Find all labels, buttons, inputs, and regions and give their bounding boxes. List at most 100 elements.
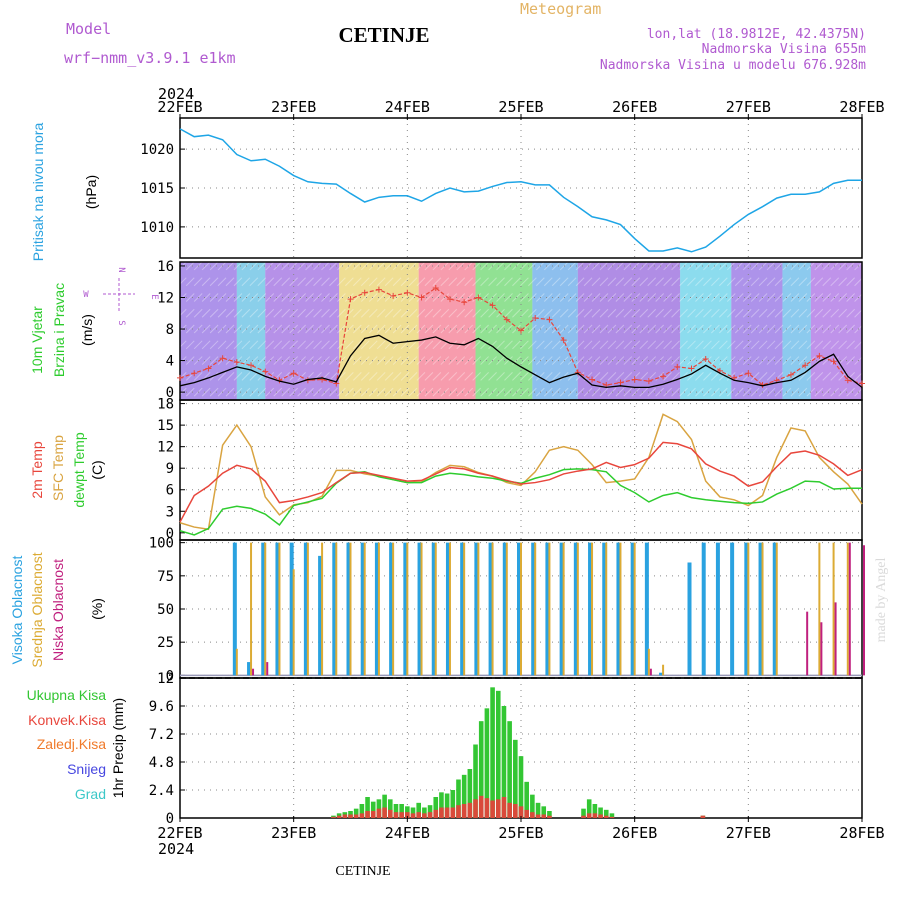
- wind-barb: [631, 387, 641, 397]
- wind-barb: [639, 340, 649, 350]
- wind-barb: [512, 277, 521, 287]
- wind-barb: [408, 356, 418, 365]
- wind-barb: [623, 340, 633, 350]
- precip-bar-total: [541, 806, 547, 818]
- station-title: CETINJE: [338, 23, 429, 47]
- wind-barb: [567, 277, 577, 287]
- precip-bar-convective: [359, 813, 365, 818]
- wind-barb: [185, 387, 195, 397]
- wind-barb: [830, 371, 840, 381]
- wind-barb: [249, 340, 259, 350]
- wind-barb: [257, 356, 267, 365]
- wind-barb: [504, 387, 513, 397]
- wind-barb: [679, 356, 688, 365]
- wind-barb: [822, 371, 832, 381]
- wind-barb: [631, 324, 641, 334]
- wind-barb: [281, 371, 291, 381]
- wind-barb: [575, 371, 585, 381]
- wind-ylabel2: Brzina i Pravac: [51, 283, 67, 377]
- wind-barb: [679, 261, 688, 271]
- wind-barb: [496, 387, 505, 397]
- wind-barb: [774, 340, 784, 350]
- wind-barb-band: [680, 262, 732, 400]
- wind-barb: [798, 387, 808, 397]
- wind-barb: [249, 387, 259, 397]
- wind-barb: [520, 371, 529, 381]
- y-tick-label: 18: [157, 397, 174, 413]
- wind-barb: [384, 356, 394, 365]
- wind-barb: [408, 324, 418, 334]
- wind-barb: [408, 371, 418, 381]
- wind-barb: [671, 277, 680, 287]
- wind-barb: [360, 356, 370, 365]
- wind-barb: [814, 277, 824, 287]
- wind-barb: [599, 387, 609, 397]
- wind-barb: [551, 340, 561, 350]
- wind-barb: [615, 356, 625, 365]
- precip-bar-convective: [524, 809, 529, 818]
- wind-barb: [281, 356, 291, 365]
- temp-line-sfc: [179, 413, 863, 531]
- wind-barb: [480, 261, 489, 271]
- wind-gust-marker: [233, 359, 240, 366]
- wind-barb: [711, 293, 720, 302]
- precip-bar-total: [370, 801, 376, 818]
- wind-barb: [273, 277, 283, 287]
- wind-barb: [615, 293, 625, 302]
- wind-barb: [599, 308, 609, 318]
- y-tick-label: 1020: [140, 142, 174, 158]
- wind-barb: [695, 324, 704, 334]
- wind-barb: [321, 308, 330, 318]
- wind-barb: [846, 356, 855, 365]
- wind-barb: [567, 308, 577, 318]
- wind-barb: [472, 387, 482, 397]
- wind-barb: [679, 340, 688, 350]
- wind-barb: [265, 340, 275, 350]
- wind-barb: [289, 261, 299, 271]
- wind-barb: [846, 340, 855, 350]
- wind-barb: [352, 261, 362, 271]
- wind-barb: [472, 371, 482, 381]
- wind-barb: [623, 356, 633, 365]
- wind-barb: [249, 324, 259, 334]
- wind-barb: [321, 277, 330, 287]
- wind-barb: [368, 324, 378, 334]
- wind-barb: [384, 293, 394, 302]
- wind-barb: [313, 308, 322, 318]
- wind-barb: [376, 277, 386, 287]
- wind-barb: [679, 371, 688, 381]
- precip-bar-convective: [530, 812, 535, 818]
- wind-barb: [655, 324, 665, 334]
- wind-barb: [233, 324, 243, 334]
- wind-barb: [193, 308, 203, 318]
- temp-ylabel2: SFC Temp: [50, 435, 66, 501]
- wind-barb: [408, 261, 418, 271]
- wind-barb: [599, 277, 609, 287]
- y-tick-label: 9: [166, 461, 174, 477]
- wind-barb: [257, 371, 267, 381]
- wind-barb: [599, 371, 609, 381]
- precip-bar-total: [581, 808, 586, 818]
- wind-barb: [647, 340, 657, 350]
- wind-barb: [551, 371, 561, 381]
- wind-barb: [424, 293, 434, 302]
- wind-barb: [607, 277, 617, 287]
- wind-barb: [432, 340, 442, 350]
- x-tick-label-top: 22FEB: [157, 98, 202, 116]
- wind-gust-marker: [177, 374, 183, 381]
- wind-barb: [257, 277, 267, 287]
- model-name: wrf−nmm_v3.9.1 e1km: [64, 49, 236, 67]
- wind-gust-marker: [844, 377, 851, 384]
- wind-barb: [384, 277, 394, 287]
- wind-barb: [790, 387, 800, 397]
- wind-barb: [185, 308, 195, 318]
- wind-barb: [583, 308, 593, 318]
- wind-barb: [400, 356, 410, 365]
- y-tick-label: 0: [166, 385, 174, 401]
- wind-barb: [281, 387, 291, 397]
- wind-barb: [838, 261, 848, 271]
- wind-barb: [360, 324, 370, 334]
- wind-gust-marker: [674, 363, 681, 370]
- x-tick-label-bottom: 24FEB: [385, 824, 430, 842]
